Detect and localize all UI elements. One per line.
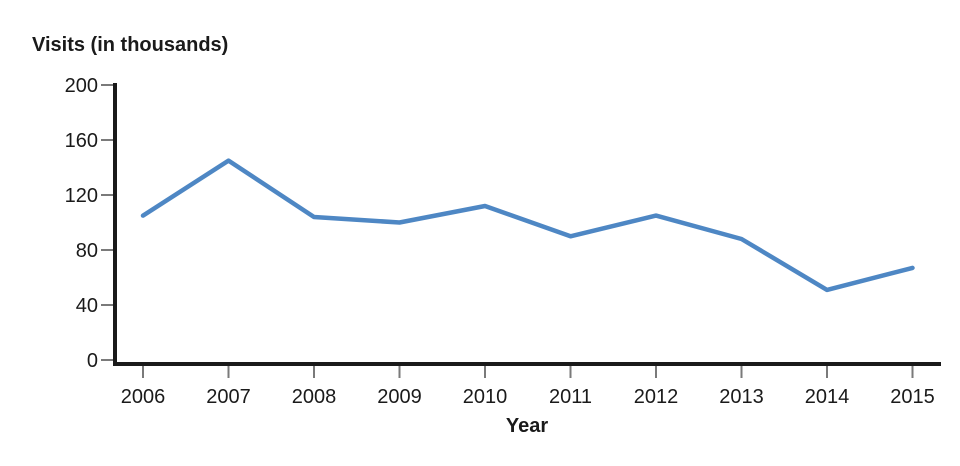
y-axis-tick-label: 40 — [76, 295, 98, 317]
x-axis-tick-label: 2009 — [377, 386, 422, 408]
visits-data-line — [140, 158, 915, 293]
x-axis-title: Year — [505, 415, 549, 437]
x-axis-tick-label: 2013 — [719, 386, 764, 408]
x-axis-tick-label: 2008 — [292, 386, 337, 408]
x-axis-tick-label: 2014 — [805, 386, 850, 408]
x-axis-tick-label: 2007 — [206, 386, 251, 408]
x-axis-tick-label: 2010 — [463, 386, 508, 408]
x-axis-tick-label: 2006 — [121, 386, 166, 408]
y-axis-tick-label: 200 — [65, 75, 98, 97]
x-axis-tick-label: 2015 — [890, 386, 935, 408]
y-axis-tick-label: 160 — [65, 130, 98, 152]
y-axis-tick-label: 120 — [65, 185, 98, 207]
x-axis-tick-label: 2012 — [634, 386, 679, 408]
y-axis-tick-label: 80 — [76, 240, 98, 262]
chart-title: Visits (in thousands) — [32, 34, 229, 56]
x-axis-tick-label: 2011 — [549, 386, 592, 408]
y-axis-tick-label: 0 — [87, 350, 98, 372]
